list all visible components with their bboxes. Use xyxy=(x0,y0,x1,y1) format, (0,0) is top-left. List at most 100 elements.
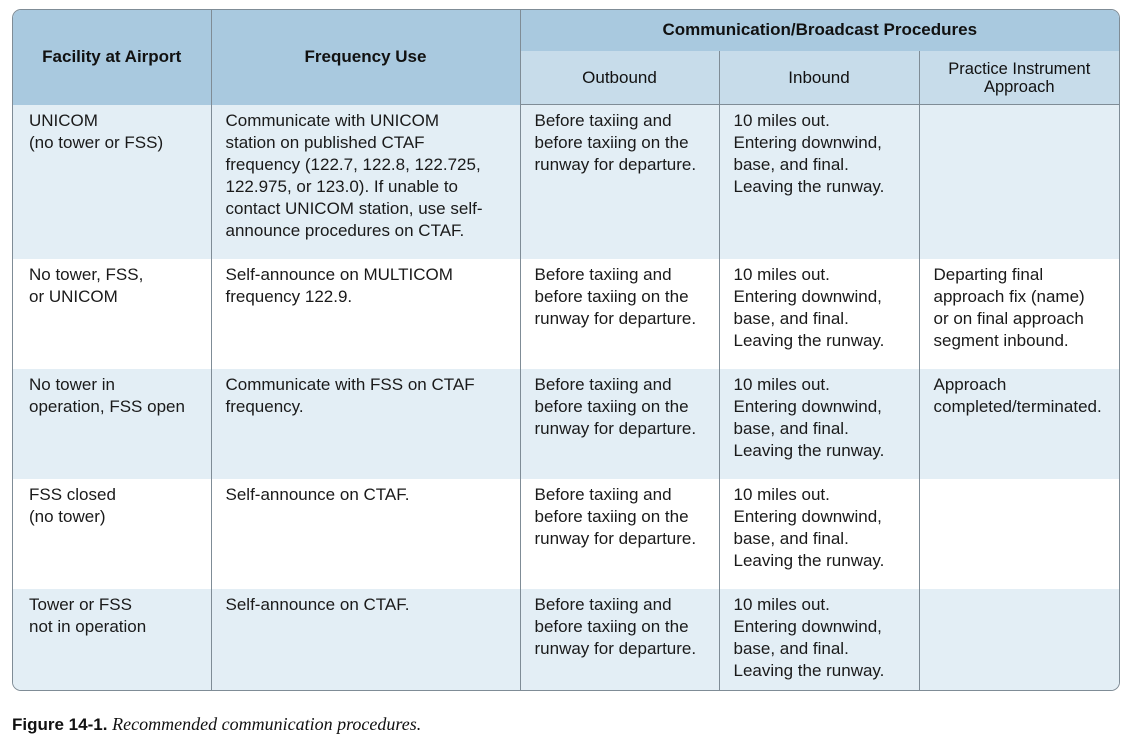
cell-practice xyxy=(918,479,1119,589)
text-line: runway for departure. xyxy=(534,529,697,548)
header-inbound: Inbound xyxy=(718,50,919,105)
cell-facility: FSS closed (no tower) xyxy=(13,479,211,589)
table-row: No tower, FSS, or UNICOM Self-announce o… xyxy=(13,259,1119,369)
procedures-table: Facility at Airport Frequency Use Commun… xyxy=(13,10,1119,690)
text-line: (no tower or FSS) xyxy=(29,132,164,152)
text-line: Before taxiing and xyxy=(534,111,672,130)
figure-caption: Figure 14-1. Recommended communication p… xyxy=(12,714,421,735)
header-frequency: Frequency Use xyxy=(210,10,520,105)
text-line: Leaving the runway. xyxy=(733,441,885,460)
cell-outbound: Before taxiing and before taxiing on the… xyxy=(519,104,719,259)
text-line: runway for departure. xyxy=(534,639,697,658)
cell-frequency: Self-announce on CTAF. xyxy=(210,589,520,690)
text-line: 10 miles out. xyxy=(733,485,830,504)
header-facility: Facility at Airport xyxy=(13,10,211,105)
text-line: Approach xyxy=(933,375,1007,394)
cell-inbound: 10 miles out. Entering downwind, base, a… xyxy=(718,369,919,479)
text-line: announce procedures on CTAF. xyxy=(225,220,465,240)
text-line: Entering downwind, xyxy=(733,617,882,636)
text-line: or UNICOM xyxy=(29,287,118,306)
text-line: Leaving the runway. xyxy=(733,331,885,350)
text-line: No tower, FSS, xyxy=(29,265,144,284)
cell-inbound: 10 miles out. Entering downwind, base, a… xyxy=(718,259,919,369)
text-line: base, and final. xyxy=(733,419,849,438)
text-line: or on final approach xyxy=(933,309,1084,328)
procedures-table-frame: Facility at Airport Frequency Use Commun… xyxy=(12,9,1120,691)
cell-frequency: Self-announce on CTAF. xyxy=(210,479,520,589)
text-line: UNICOM xyxy=(29,110,98,130)
text-line: Before taxiing and xyxy=(534,375,672,394)
cell-inbound: 10 miles out. Entering downwind, base, a… xyxy=(718,479,919,589)
table-row: UNICOM (no tower or FSS) Communicate wit… xyxy=(13,104,1119,259)
cell-frequency: Self-announce on MULTICOM frequency 122.… xyxy=(210,259,520,369)
header-practice-approach: Practice Instrument Approach xyxy=(918,50,1119,105)
header-outbound: Outbound xyxy=(519,50,719,105)
text-line: 10 miles out. xyxy=(733,111,830,130)
text-line: 10 miles out. xyxy=(733,265,830,284)
text-line: operation, FSS open xyxy=(29,397,185,416)
text-line: Leaving the runway. xyxy=(733,661,885,680)
text-line: 10 miles out. xyxy=(733,595,830,614)
cell-facility: UNICOM (no tower or FSS) xyxy=(13,104,211,259)
text-line: completed/terminated. xyxy=(933,397,1102,416)
cell-outbound: Before taxiing and before taxiing on the… xyxy=(519,589,719,690)
text-line: Entering downwind, xyxy=(733,287,882,306)
cell-facility: No tower in operation, FSS open xyxy=(13,369,211,479)
text-line: frequency. xyxy=(225,397,304,416)
cell-facility: Tower or FSS not in operation xyxy=(13,589,211,690)
text-line: before taxiing on the xyxy=(534,133,689,152)
text-line: Communicate with UNICOM xyxy=(225,110,440,130)
text-line: not in operation xyxy=(29,617,147,636)
text-line: base, and final. xyxy=(733,639,849,658)
text-line: frequency (122.7, 122.8, 122.725, xyxy=(225,154,481,174)
text-line: 122.975, or 123.0). If unable to xyxy=(225,176,459,196)
text-line: base, and final. xyxy=(733,529,849,548)
cell-frequency: Communicate with FSS on CTAF frequency. xyxy=(210,369,520,479)
text-line: before taxiing on the xyxy=(534,397,689,416)
text-line: 10 miles out. xyxy=(733,375,830,394)
text-line: approach fix (name) xyxy=(933,287,1085,306)
cell-practice xyxy=(918,589,1119,690)
cell-practice xyxy=(918,104,1119,259)
text-line: before taxiing on the xyxy=(534,287,689,306)
text-line: Departing final xyxy=(933,265,1044,284)
text-line: Self-announce on CTAF. xyxy=(225,485,410,504)
text-line: Entering downwind, xyxy=(733,507,882,526)
text-line: runway for departure. xyxy=(534,155,697,174)
text-line: before taxiing on the xyxy=(534,507,689,526)
caption-text: Recommended communication procedures. xyxy=(112,714,422,734)
text-line: Self-announce on MULTICOM xyxy=(225,265,453,284)
cell-inbound: 10 miles out. Entering downwind, base, a… xyxy=(718,104,919,259)
text-line: (no tower) xyxy=(29,507,106,526)
header-practice-line: Practice Instrument xyxy=(948,59,1091,78)
cell-outbound: Before taxiing and before taxiing on the… xyxy=(519,369,719,479)
text-line: runway for departure. xyxy=(534,309,697,328)
cell-outbound: Before taxiing and before taxiing on the… xyxy=(519,259,719,369)
text-line: segment inbound. xyxy=(933,331,1069,350)
text-line: Entering downwind, xyxy=(733,397,882,416)
header-communication-group: Communication/Broadcast Procedures xyxy=(519,10,1119,51)
text-line: Entering downwind, xyxy=(733,133,882,152)
cell-outbound: Before taxiing and before taxiing on the… xyxy=(519,479,719,589)
table-row: FSS closed (no tower) Self-announce on C… xyxy=(13,479,1119,589)
text-line: runway for departure. xyxy=(534,419,697,438)
cell-frequency: Communicate with UNICOM station on publi… xyxy=(210,104,520,259)
text-line: frequency 122.9. xyxy=(225,287,353,306)
text-line: station on published CTAF xyxy=(225,132,425,152)
cell-practice: Departing final approach fix (name) or o… xyxy=(918,259,1119,369)
text-line: before taxiing on the xyxy=(534,617,689,636)
cell-practice: Approach completed/terminated. xyxy=(918,369,1119,479)
header-practice-line: Approach xyxy=(983,77,1055,96)
text-line: base, and final. xyxy=(733,155,849,174)
text-line: Before taxiing and xyxy=(534,485,672,504)
text-line: base, and final. xyxy=(733,309,849,328)
text-line: No tower in xyxy=(29,375,115,394)
text-line: Before taxiing and xyxy=(534,265,672,284)
table-row: Tower or FSS not in operation Self-annou… xyxy=(13,589,1119,690)
cell-inbound: 10 miles out. Entering downwind, base, a… xyxy=(718,589,919,690)
text-line: Communicate with FSS on CTAF xyxy=(225,375,475,394)
text-line: Tower or FSS xyxy=(29,595,132,614)
text-line: Before taxiing and xyxy=(534,595,672,614)
cell-facility: No tower, FSS, or UNICOM xyxy=(13,259,211,369)
text-line: FSS closed xyxy=(29,485,116,504)
